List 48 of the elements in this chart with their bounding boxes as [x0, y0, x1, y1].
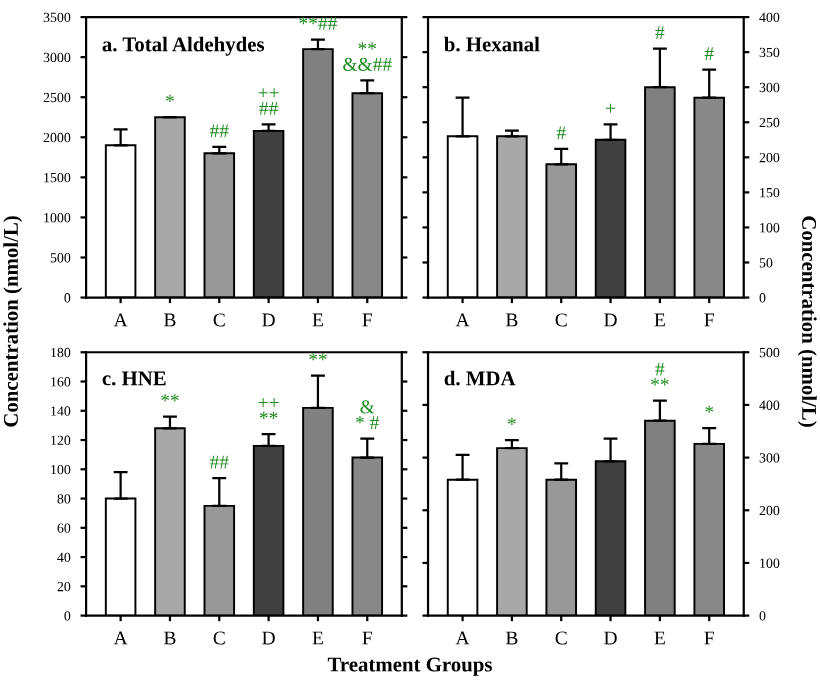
x-tick-label: F — [704, 631, 714, 645]
x-tick-label: D — [262, 631, 275, 645]
annotation: ## — [209, 124, 229, 138]
annotation: # — [704, 47, 714, 60]
annotation: * — [705, 405, 714, 413]
x-tick-label: E — [312, 313, 323, 327]
annotation: # — [655, 26, 665, 39]
annotation: ** — [161, 394, 179, 402]
x-tick-label: B — [164, 313, 176, 327]
annotation: ** &&## — [343, 42, 392, 71]
annotation: ** — [309, 353, 327, 361]
x-tick-label: A — [455, 313, 470, 327]
x-tick-label: B — [505, 631, 518, 645]
annotation: ## — [209, 455, 229, 469]
annotation: + — [606, 103, 616, 113]
x-tick-label: D — [604, 631, 617, 645]
x-tick-label: E — [312, 631, 323, 645]
y-axis-title: Concentration (nmol/L) — [3, 216, 23, 427]
annotation: # — [556, 126, 566, 140]
text: b. Hexanal — [444, 36, 540, 52]
x-tick-label: F — [362, 631, 372, 645]
annotation: ++ ## — [258, 88, 279, 115]
x-tick-label: D — [604, 313, 617, 327]
text: c. HNE — [102, 371, 166, 386]
x-tick-label: E — [654, 631, 665, 645]
x-tick-label: A — [455, 631, 470, 645]
x-tick-label: F — [362, 313, 372, 327]
x-tick-label: C — [555, 313, 567, 327]
annotation: **## — [299, 17, 338, 30]
x-tick-label: B — [164, 631, 176, 645]
x-tick-label: E — [654, 313, 665, 327]
y-axis-title: Concentration (nmol/L) — [797, 216, 817, 427]
x-tick-label: C — [555, 631, 567, 645]
x-tick-label: A — [113, 631, 128, 645]
annotation: # ** — [651, 362, 669, 386]
x-tick-label: C — [213, 631, 225, 645]
text: a. Total Aldehydes — [102, 36, 265, 56]
text: d. MDA — [444, 370, 516, 386]
annotation: * — [166, 94, 174, 102]
annotation: & * # — [356, 400, 380, 429]
x-tick-label: F — [704, 313, 714, 327]
x-tick-label: B — [505, 313, 518, 327]
annotation: * — [507, 417, 516, 425]
x-axis-title: Treatment Groups — [327, 657, 492, 676]
x-tick-label: C — [213, 313, 225, 327]
x-tick-label: D — [262, 313, 275, 327]
x-tick-label: A — [113, 313, 128, 327]
annotation: ++ ** — [258, 397, 279, 419]
